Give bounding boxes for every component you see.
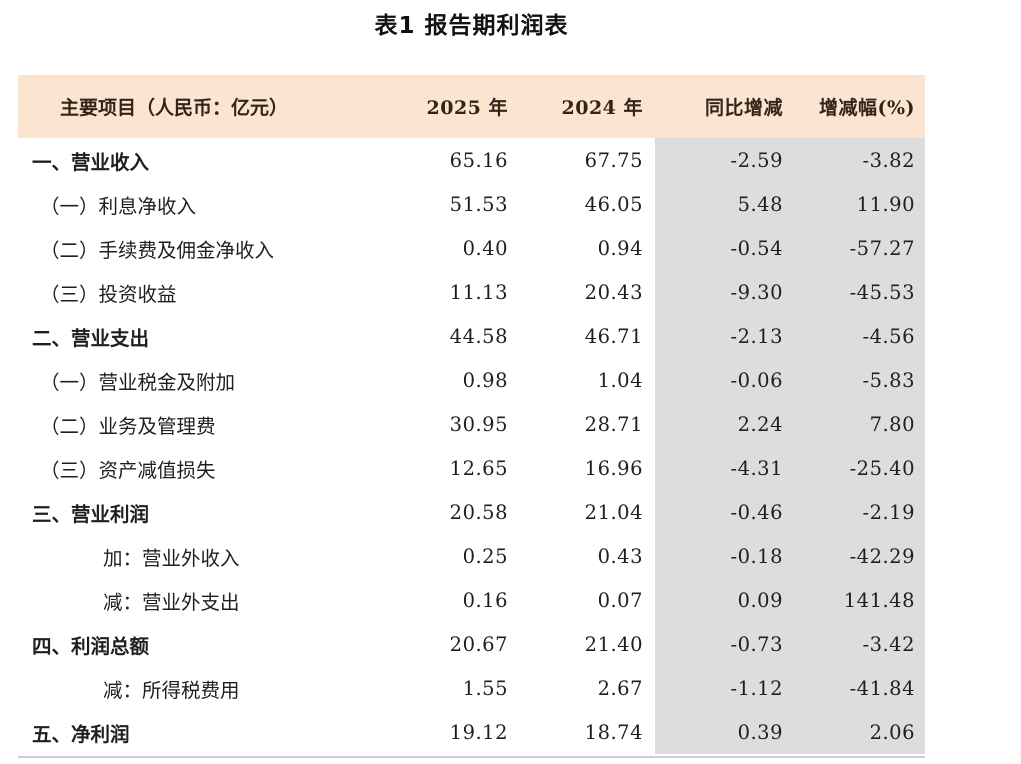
value-2025: 20.67: [449, 632, 508, 656]
value-change-pct: -42.29: [849, 544, 915, 568]
value-2025: 0.98: [462, 368, 508, 392]
value-change-pct: -3.82: [862, 148, 915, 172]
row-label: （一）营业税金及附加: [40, 370, 236, 394]
value-2025: 20.58: [449, 500, 508, 524]
value-yoy-change: 0.39: [737, 720, 783, 744]
value-2025: 0.16: [462, 588, 508, 612]
value-2024: 18.74: [584, 720, 643, 744]
value-yoy-change: -0.54: [730, 236, 783, 260]
value-change-pct: -41.84: [849, 676, 915, 700]
value-change-pct: -4.56: [862, 324, 915, 348]
value-change-pct: -3.42: [862, 632, 915, 656]
value-2025: 12.65: [449, 456, 508, 480]
table-row: （三）资产减值损失 12.65 16.96 -4.31 -25.40: [18, 446, 925, 490]
row-label: （二）手续费及佣金净收入: [40, 238, 275, 262]
profit-table: 主要项目（人民币：亿元） 2025 年 2024 年 同比增减 增减幅(%) 一…: [18, 75, 925, 758]
table-row: （二）手续费及佣金净收入 0.40 0.94 -0.54 -57.27: [18, 226, 925, 270]
row-label: （一）利息净收入: [40, 194, 197, 218]
value-yoy-change: 2.24: [737, 412, 783, 436]
value-2025: 44.58: [449, 324, 508, 348]
value-change-pct: -2.19: [862, 500, 915, 524]
value-yoy-change: -0.18: [730, 544, 783, 568]
value-change-pct: -25.40: [849, 456, 915, 480]
value-yoy-change: -4.31: [730, 456, 783, 480]
value-yoy-change: -1.12: [730, 676, 783, 700]
row-label: 减：所得税费用: [103, 678, 240, 702]
header-yoy-change: 同比增减: [704, 97, 783, 119]
shaded-columns-band: [655, 138, 925, 754]
row-label: 加：营业外收入: [103, 546, 240, 570]
value-change-pct: 2.06: [869, 720, 915, 744]
row-label: （三）投资收益: [40, 282, 177, 306]
value-2024: 20.43: [584, 280, 643, 304]
value-2024: 1.04: [597, 368, 643, 392]
value-yoy-change: 0.09: [737, 588, 783, 612]
value-2025: 0.40: [462, 236, 508, 260]
table-header-row: 主要项目（人民币：亿元） 2025 年 2024 年 同比增减 增减幅(%): [18, 75, 925, 138]
value-change-pct: -45.53: [849, 280, 915, 304]
value-2024: 67.75: [584, 148, 643, 172]
table-title: 表1 报告期利润表: [374, 13, 569, 39]
table-row: （一）营业税金及附加 0.98 1.04 -0.06 -5.83: [18, 358, 925, 402]
value-change-pct: -57.27: [849, 236, 915, 260]
value-2024: 28.71: [584, 412, 643, 436]
header-year-2024: 2024 年: [561, 97, 643, 119]
value-2024: 21.40: [584, 632, 643, 656]
row-label: 三、营业利润: [32, 502, 150, 526]
table-row: 五、净利润 19.12 18.74 0.39 2.06: [18, 710, 925, 754]
value-2024: 0.94: [597, 236, 643, 260]
value-2024: 0.07: [597, 588, 643, 612]
table-row: 四、利润总额 20.67 21.40 -0.73 -3.42: [18, 622, 925, 666]
row-label: 二、营业支出: [32, 326, 150, 350]
row-label: 五、净利润: [32, 722, 130, 746]
header-year-2025: 2025 年: [426, 97, 508, 119]
value-2024: 16.96: [584, 456, 643, 480]
table-row: （二）业务及管理费 30.95 28.71 2.24 7.80: [18, 402, 925, 446]
table-row: 一、营业收入 65.16 67.75 -2.59 -3.82: [18, 138, 925, 182]
table-body: 一、营业收入 65.16 67.75 -2.59 -3.82 （一）利息净收入 …: [18, 138, 925, 754]
value-2024: 46.71: [584, 324, 643, 348]
header-change-pct: 增减幅(%): [818, 97, 915, 119]
value-2025: 65.16: [449, 148, 508, 172]
value-2024: 21.04: [584, 500, 643, 524]
value-2025: 30.95: [449, 412, 508, 436]
value-2025: 1.55: [462, 676, 508, 700]
value-change-pct: -5.83: [862, 368, 915, 392]
row-label: 一、营业收入: [32, 150, 150, 174]
value-2025: 11.13: [449, 280, 508, 304]
value-2025: 19.12: [449, 720, 508, 744]
value-yoy-change: -0.46: [730, 500, 783, 524]
value-yoy-change: 5.48: [737, 192, 783, 216]
value-2025: 0.25: [462, 544, 508, 568]
value-2024: 46.05: [584, 192, 643, 216]
value-2024: 0.43: [597, 544, 643, 568]
row-label: （二）业务及管理费: [40, 414, 216, 438]
row-label: 减：营业外支出: [103, 590, 240, 614]
row-label: （三）资产减值损失: [40, 458, 216, 482]
value-yoy-change: -0.73: [730, 632, 783, 656]
value-yoy-change: -2.59: [730, 148, 783, 172]
table-row: （一）利息净收入 51.53 46.05 5.48 11.90: [18, 182, 925, 226]
value-2024: 2.67: [597, 676, 643, 700]
table-row: （三）投资收益 11.13 20.43 -9.30 -45.53: [18, 270, 925, 314]
value-change-pct: 7.80: [869, 412, 915, 436]
table-row: 减：所得税费用 1.55 2.67 -1.12 -41.84: [18, 666, 925, 710]
value-change-pct: 141.48: [843, 588, 915, 612]
table-row: 二、营业支出 44.58 46.71 -2.13 -4.56: [18, 314, 925, 358]
value-yoy-change: -2.13: [730, 324, 783, 348]
value-change-pct: 11.90: [856, 192, 915, 216]
value-yoy-change: -0.06: [730, 368, 783, 392]
table-row: 加：营业外收入 0.25 0.43 -0.18 -42.29: [18, 534, 925, 578]
value-2025: 51.53: [449, 192, 508, 216]
table-row: 三、营业利润 20.58 21.04 -0.46 -2.19: [18, 490, 925, 534]
value-yoy-change: -9.30: [730, 280, 783, 304]
table-row: 减：营业外支出 0.16 0.07 0.09 141.48: [18, 578, 925, 622]
row-label: 四、利润总额: [32, 634, 150, 658]
header-main-items: 主要项目（人民币：亿元）: [60, 97, 289, 119]
